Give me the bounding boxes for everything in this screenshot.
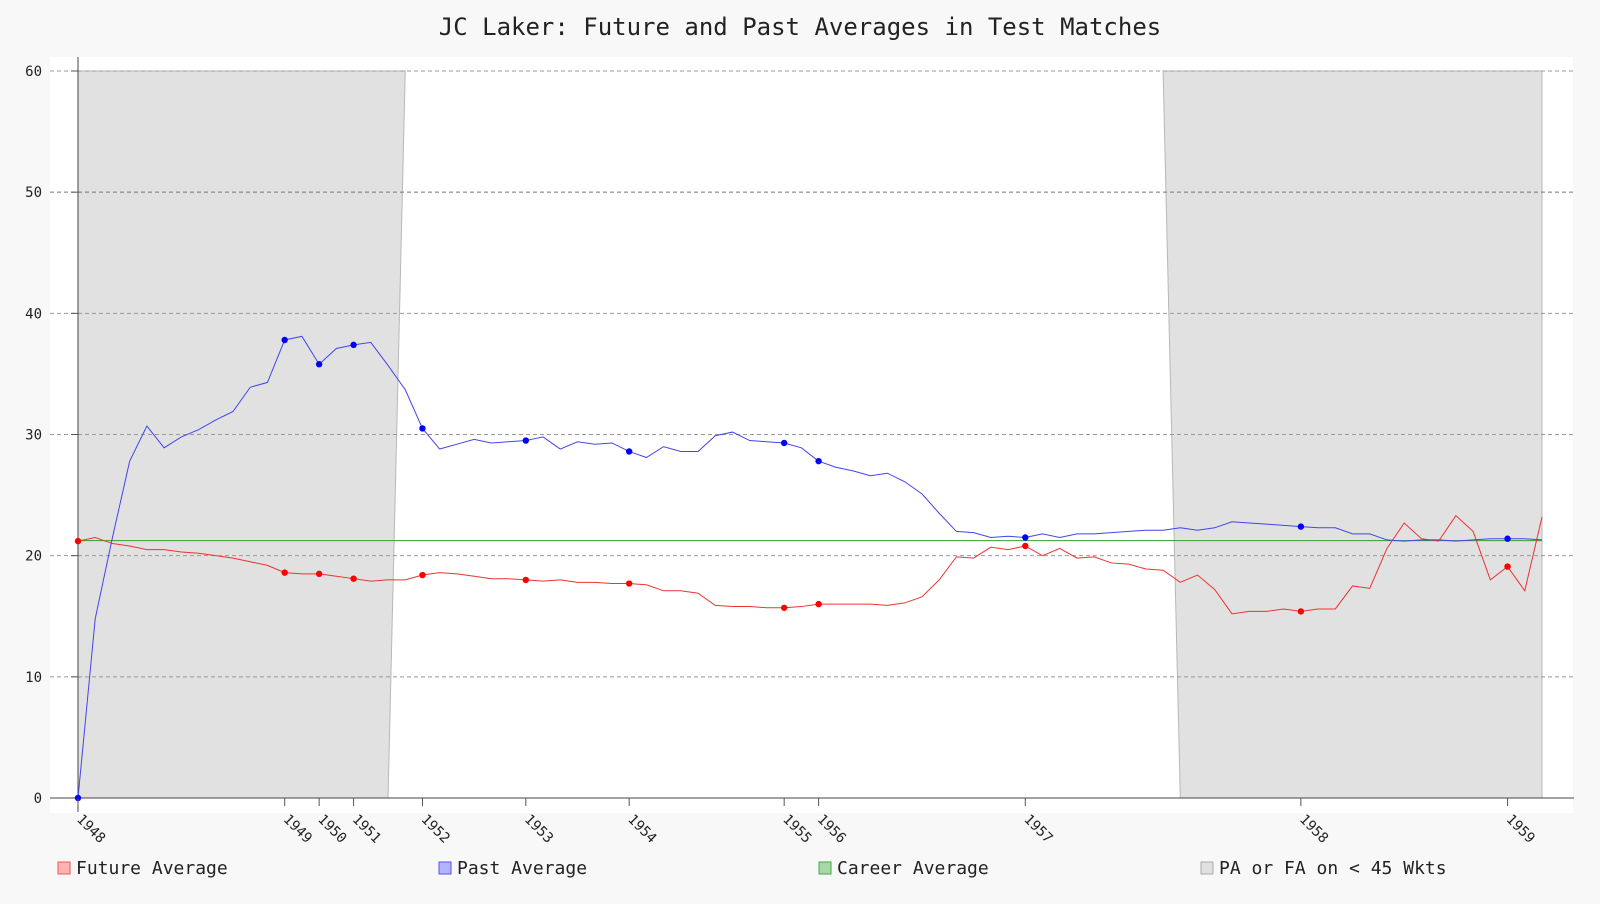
past-average-point [522, 437, 530, 444]
past-average-point [1504, 535, 1511, 542]
future-average-point [625, 580, 633, 587]
y-tick-label: 20 [25, 549, 42, 565]
future-average-point [281, 569, 288, 576]
future-average-point [522, 576, 530, 584]
y-tick-label: 10 [25, 670, 42, 686]
future-average-point [780, 604, 788, 611]
legend-swatch [57, 861, 71, 875]
past-average-point [419, 425, 426, 432]
future-average-point [419, 571, 426, 579]
legend-label: Future Average [76, 858, 228, 879]
y-tick-label: 60 [25, 64, 42, 80]
y-tick-label: 50 [25, 185, 42, 201]
chart-title: JC Laker: Future and Past Averages in Te… [439, 13, 1161, 41]
legend-label: Past Average [457, 858, 587, 879]
future-average-point [1297, 608, 1305, 615]
legend-swatch [438, 861, 452, 875]
future-average-point [1504, 563, 1511, 570]
past-average-point [625, 448, 633, 455]
legend-label: PA or FA on < 45 Wkts [1219, 858, 1447, 879]
past-average-point [815, 457, 822, 465]
legend-swatch [1200, 861, 1214, 875]
past-average-point [780, 439, 788, 447]
past-average-point [315, 361, 323, 368]
y-tick-label: 0 [34, 791, 42, 807]
legend-swatch [818, 861, 832, 875]
past-average-point [350, 341, 357, 349]
legend-label: Career Average [837, 858, 989, 879]
future-average-point [350, 575, 357, 582]
past-average-point [1297, 523, 1305, 530]
past-average-point [1022, 534, 1029, 541]
future-average-point [1022, 542, 1029, 550]
future-average-point [74, 537, 82, 545]
y-tick-label: 40 [25, 306, 42, 322]
past-average-point [281, 336, 288, 344]
future-average-point [315, 570, 323, 578]
y-tick-label: 30 [25, 428, 42, 444]
future-average-point [815, 600, 822, 608]
